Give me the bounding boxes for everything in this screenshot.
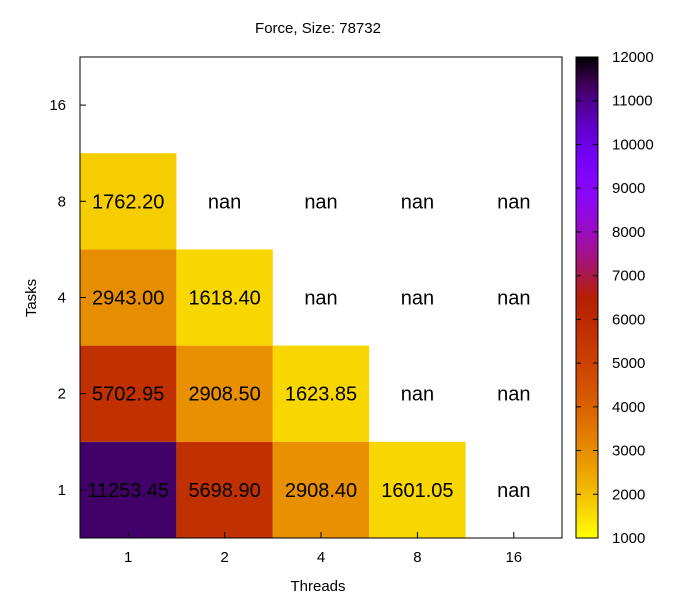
y-tick-label: 4 <box>58 290 66 307</box>
cell-value-label: nan <box>401 384 434 406</box>
x-axis-ticks: 1 2 4 8 16 <box>124 532 522 566</box>
colorbar-tick-label: 1000 <box>612 530 645 547</box>
cell-value-label: nan <box>401 288 434 310</box>
colorbar-tick-label: 12000 <box>612 49 654 66</box>
cell-value-label: nan <box>208 191 241 213</box>
cell-value-label: nan <box>304 288 337 310</box>
colorbar-tick-label: 5000 <box>612 355 645 372</box>
y-axis-label: Tasks <box>23 279 40 317</box>
colorbar <box>575 56 599 539</box>
cell-value-label: 5698.90 <box>188 480 260 502</box>
cell-value-label: nan <box>497 191 530 213</box>
cell-value-label: 1762.20 <box>92 191 164 213</box>
cell-value-label: 1623.85 <box>285 384 357 406</box>
x-tick-label: 16 <box>505 549 522 566</box>
colorbar-tick-label: 6000 <box>612 311 645 328</box>
cell-value-label: nan <box>401 191 434 213</box>
cell-value-label: 1618.40 <box>188 288 260 310</box>
colorbar-tick-label: 11000 <box>612 93 653 110</box>
colorbar-tick-label: 3000 <box>612 443 645 460</box>
heatmap-cell <box>272 345 370 442</box>
cell-value-label: 2908.50 <box>188 384 260 406</box>
y-tick-label: 16 <box>49 97 66 114</box>
heatmap-cell <box>176 441 273 538</box>
y-tick-label: 2 <box>58 386 66 403</box>
cell-value-label: nan <box>497 384 530 406</box>
heatmap-cell <box>80 345 177 442</box>
colorbar-tick-label: 4000 <box>612 399 645 416</box>
heatmap-cell <box>80 153 177 250</box>
heatmap-cell <box>272 441 370 538</box>
heatmap-cell <box>80 249 177 346</box>
x-tick-label: 2 <box>220 549 228 566</box>
y-tick-label: 8 <box>58 193 66 210</box>
heatmap-cell <box>176 345 273 442</box>
x-axis-label: Threads <box>290 578 345 595</box>
x-tick-label: 4 <box>317 549 325 566</box>
colorbar-tick-label: 9000 <box>612 180 645 197</box>
colorbar-tick-label: 7000 <box>612 268 645 285</box>
colorbar-ticks: 1000 2000 3000 4000 5000 6000 7000 8000 9000 1000… <box>576 49 654 547</box>
cell-value-label: 2943.00 <box>92 288 164 310</box>
heatmap-cells <box>80 153 466 538</box>
cell-value-label: 1601.05 <box>381 480 453 502</box>
colorbar-tick-label: 8000 <box>612 224 645 241</box>
cell-value-label: nan <box>497 480 530 502</box>
x-tick-label: 8 <box>413 549 421 566</box>
cell-value-label: 5702.95 <box>92 384 164 406</box>
heatmap-cell <box>80 441 177 538</box>
cell-value-label: 2908.40 <box>285 480 357 502</box>
cell-value-label: 11253.45 <box>87 480 169 502</box>
cell-value-label: nan <box>497 288 530 310</box>
heatmap-cell-labels: 11253.45 5698.90 2908.40 1601.05 nan 5702.95 2… <box>87 191 530 502</box>
heatmap-cell <box>369 441 466 538</box>
colorbar-tick-label: 10000 <box>612 136 654 153</box>
y-axis-ticks: 1 2 4 8 16 <box>49 97 86 499</box>
y-tick-label: 1 <box>58 482 66 499</box>
heatmap-cell <box>176 249 273 346</box>
colorbar-tick-label: 2000 <box>612 486 645 503</box>
x-tick-label: 1 <box>124 549 132 566</box>
cell-value-label: nan <box>304 191 337 213</box>
chart-title: Force, Size: 78732 <box>255 20 381 37</box>
